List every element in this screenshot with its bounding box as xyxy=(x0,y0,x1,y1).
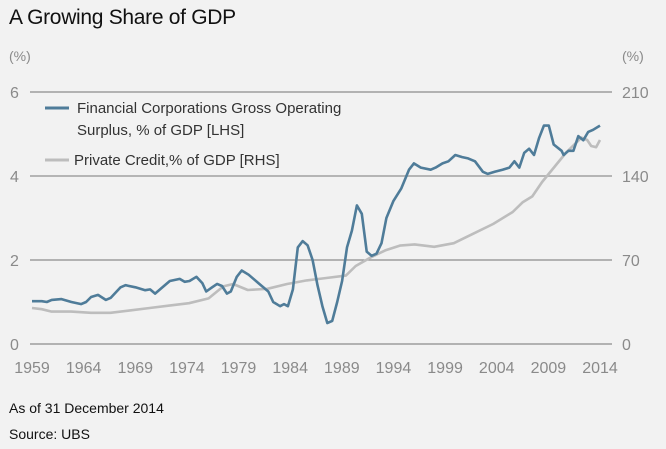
left-tick-label: 4 xyxy=(10,169,19,186)
x-tick-label: 1999 xyxy=(427,360,463,377)
legend-label: Financial Corporations Gross Operating xyxy=(77,100,341,117)
axis-ticks: 0 0 2 70 4 140 6 210 1959 1964 1969 1974 1979 1984 198… xyxy=(10,85,649,377)
x-tick-label: 2014 xyxy=(582,360,618,377)
legend-label: Private Credit,% of GDP [RHS] xyxy=(74,152,280,169)
series-lines xyxy=(31,124,602,325)
legend-label: Surplus, % of GDP [LHS] xyxy=(77,122,244,139)
x-tick-label: 1984 xyxy=(272,360,308,377)
chart-title: A Growing Share of GDP xyxy=(9,6,236,29)
right-axis-unit: (%) xyxy=(622,48,644,64)
x-tick-label: 2009 xyxy=(531,360,567,377)
left-axis-unit: (%) xyxy=(9,48,31,64)
left-tick-label: 0 xyxy=(10,337,19,354)
right-tick-label: 140 xyxy=(622,169,649,186)
as-of-note: As of 31 December 2014 xyxy=(9,400,164,416)
right-tick-label: 70 xyxy=(622,253,640,270)
source-note: Source: UBS xyxy=(9,426,90,442)
x-tick-label: 1994 xyxy=(376,360,412,377)
x-tick-label: 1979 xyxy=(221,360,257,377)
x-tick-label: 1959 xyxy=(14,360,50,377)
gridlines xyxy=(30,91,612,345)
left-tick-label: 6 xyxy=(10,85,19,102)
x-tick-label: 2004 xyxy=(479,360,515,377)
series-line-private-credit xyxy=(31,136,602,315)
left-tick-label: 2 xyxy=(10,253,19,270)
legend: Financial Corporations Gross Operating Su… xyxy=(45,100,341,169)
x-tick-label: 1964 xyxy=(66,360,102,377)
x-tick-label: 1969 xyxy=(117,360,153,377)
x-tick-label: 1989 xyxy=(324,360,360,377)
right-tick-label: 210 xyxy=(622,85,649,102)
right-tick-label: 0 xyxy=(622,337,631,354)
series-line-gross-operating-surplus xyxy=(32,124,601,325)
x-tick-label: 1974 xyxy=(169,360,205,377)
